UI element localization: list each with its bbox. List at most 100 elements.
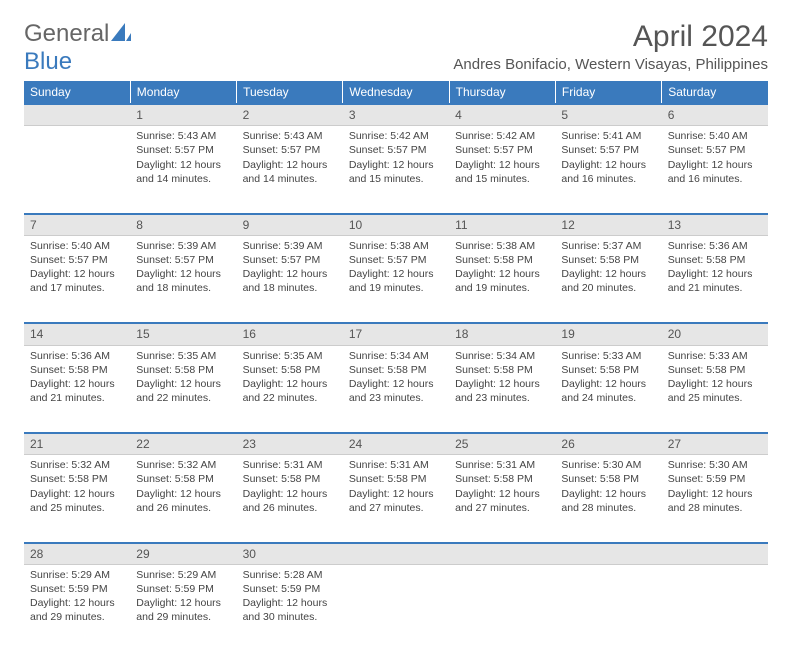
- day-number-cell: 10: [343, 214, 449, 236]
- daylight-text: Daylight: 12 hours and 18 minutes.: [136, 267, 230, 295]
- sunrise-text: Sunrise: 5:31 AM: [349, 458, 443, 472]
- day-content-cell: Sunrise: 5:34 AMSunset: 5:58 PMDaylight:…: [343, 345, 449, 433]
- sunrise-text: Sunrise: 5:41 AM: [561, 129, 655, 143]
- daylight-text: Daylight: 12 hours and 18 minutes.: [243, 267, 337, 295]
- sunrise-text: Sunrise: 5:32 AM: [30, 458, 124, 472]
- sunrise-text: Sunrise: 5:42 AM: [349, 129, 443, 143]
- day-content-cell: Sunrise: 5:35 AMSunset: 5:58 PMDaylight:…: [237, 345, 343, 433]
- day-number-cell: 1: [130, 104, 236, 126]
- daylight-text: Daylight: 12 hours and 30 minutes.: [243, 596, 337, 624]
- daylight-text: Daylight: 12 hours and 29 minutes.: [136, 596, 230, 624]
- sunrise-text: Sunrise: 5:31 AM: [455, 458, 549, 472]
- sunset-text: Sunset: 5:59 PM: [30, 582, 124, 596]
- sunset-text: Sunset: 5:57 PM: [349, 143, 443, 157]
- day-content-cell: Sunrise: 5:39 AMSunset: 5:57 PMDaylight:…: [130, 235, 236, 323]
- daylight-text: Daylight: 12 hours and 23 minutes.: [455, 377, 549, 405]
- sunset-text: Sunset: 5:58 PM: [561, 363, 655, 377]
- day-content-cell: Sunrise: 5:43 AMSunset: 5:57 PMDaylight:…: [130, 126, 236, 214]
- sunrise-text: Sunrise: 5:37 AM: [561, 239, 655, 253]
- day-number-cell: 15: [130, 323, 236, 345]
- day-content-cell: [24, 126, 130, 214]
- sunset-text: Sunset: 5:57 PM: [136, 253, 230, 267]
- day-number-cell: 21: [24, 433, 130, 455]
- sunrise-text: Sunrise: 5:38 AM: [349, 239, 443, 253]
- week-daynum-row: 123456: [24, 104, 768, 126]
- sunset-text: Sunset: 5:58 PM: [668, 253, 762, 267]
- day-number-cell: 14: [24, 323, 130, 345]
- day-content-cell: Sunrise: 5:37 AMSunset: 5:58 PMDaylight:…: [555, 235, 661, 323]
- day-number-cell: 20: [662, 323, 768, 345]
- day-number-cell: 3: [343, 104, 449, 126]
- sunset-text: Sunset: 5:59 PM: [243, 582, 337, 596]
- sunset-text: Sunset: 5:57 PM: [136, 143, 230, 157]
- daylight-text: Daylight: 12 hours and 21 minutes.: [30, 377, 124, 405]
- day-content-cell: Sunrise: 5:33 AMSunset: 5:58 PMDaylight:…: [555, 345, 661, 433]
- daylight-text: Daylight: 12 hours and 26 minutes.: [243, 487, 337, 515]
- sunset-text: Sunset: 5:57 PM: [561, 143, 655, 157]
- daylight-text: Daylight: 12 hours and 14 minutes.: [136, 158, 230, 186]
- daylight-text: Daylight: 12 hours and 27 minutes.: [349, 487, 443, 515]
- sunrise-text: Sunrise: 5:35 AM: [136, 349, 230, 363]
- day-content-cell: [449, 564, 555, 652]
- day-number-cell: 16: [237, 323, 343, 345]
- day-content-cell: [555, 564, 661, 652]
- calendar-header-row: Sunday Monday Tuesday Wednesday Thursday…: [24, 81, 768, 104]
- day-content-cell: Sunrise: 5:30 AMSunset: 5:58 PMDaylight:…: [555, 455, 661, 543]
- daylight-text: Daylight: 12 hours and 23 minutes.: [349, 377, 443, 405]
- day-content-cell: Sunrise: 5:31 AMSunset: 5:58 PMDaylight:…: [237, 455, 343, 543]
- day-number-cell: [343, 543, 449, 565]
- dayheader-sat: Saturday: [662, 81, 768, 104]
- day-number-cell: 22: [130, 433, 236, 455]
- day-number-cell: 27: [662, 433, 768, 455]
- day-number-cell: 8: [130, 214, 236, 236]
- dayheader-thu: Thursday: [449, 81, 555, 104]
- sunrise-text: Sunrise: 5:32 AM: [136, 458, 230, 472]
- day-number-cell: 7: [24, 214, 130, 236]
- sunrise-text: Sunrise: 5:39 AM: [243, 239, 337, 253]
- dayheader-sun: Sunday: [24, 81, 130, 104]
- sunset-text: Sunset: 5:58 PM: [136, 363, 230, 377]
- sunset-text: Sunset: 5:57 PM: [349, 253, 443, 267]
- sunset-text: Sunset: 5:58 PM: [455, 472, 549, 486]
- day-content-cell: Sunrise: 5:40 AMSunset: 5:57 PMDaylight:…: [24, 235, 130, 323]
- day-content-cell: Sunrise: 5:36 AMSunset: 5:58 PMDaylight:…: [24, 345, 130, 433]
- day-number-cell: 29: [130, 543, 236, 565]
- day-content-cell: Sunrise: 5:29 AMSunset: 5:59 PMDaylight:…: [130, 564, 236, 652]
- week-daynum-row: 282930: [24, 543, 768, 565]
- week-daynum-row: 14151617181920: [24, 323, 768, 345]
- daylight-text: Daylight: 12 hours and 22 minutes.: [136, 377, 230, 405]
- sunset-text: Sunset: 5:57 PM: [455, 143, 549, 157]
- sunrise-text: Sunrise: 5:43 AM: [243, 129, 337, 143]
- logo-text-blue: Blue: [24, 48, 72, 75]
- sunrise-text: Sunrise: 5:43 AM: [136, 129, 230, 143]
- daylight-text: Daylight: 12 hours and 28 minutes.: [561, 487, 655, 515]
- day-number-cell: 28: [24, 543, 130, 565]
- sunset-text: Sunset: 5:58 PM: [561, 472, 655, 486]
- day-number-cell: 30: [237, 543, 343, 565]
- sunrise-text: Sunrise: 5:36 AM: [30, 349, 124, 363]
- logo: General: [24, 20, 131, 48]
- sunrise-text: Sunrise: 5:39 AM: [136, 239, 230, 253]
- sunset-text: Sunset: 5:58 PM: [561, 253, 655, 267]
- day-number-cell: 17: [343, 323, 449, 345]
- sunset-text: Sunset: 5:58 PM: [349, 363, 443, 377]
- day-content-cell: [343, 564, 449, 652]
- daylight-text: Daylight: 12 hours and 28 minutes.: [668, 487, 762, 515]
- sunset-text: Sunset: 5:59 PM: [668, 472, 762, 486]
- day-number-cell: 5: [555, 104, 661, 126]
- sunrise-text: Sunrise: 5:34 AM: [349, 349, 443, 363]
- day-content-cell: Sunrise: 5:34 AMSunset: 5:58 PMDaylight:…: [449, 345, 555, 433]
- week-content-row: Sunrise: 5:32 AMSunset: 5:58 PMDaylight:…: [24, 455, 768, 543]
- daylight-text: Daylight: 12 hours and 27 minutes.: [455, 487, 549, 515]
- sunset-text: Sunset: 5:57 PM: [30, 253, 124, 267]
- daylight-text: Daylight: 12 hours and 25 minutes.: [668, 377, 762, 405]
- sunset-text: Sunset: 5:57 PM: [243, 253, 337, 267]
- logo-text-general: General: [24, 20, 109, 48]
- logo-sail-icon: [111, 20, 131, 48]
- daylight-text: Daylight: 12 hours and 25 minutes.: [30, 487, 124, 515]
- day-content-cell: Sunrise: 5:31 AMSunset: 5:58 PMDaylight:…: [343, 455, 449, 543]
- day-content-cell: Sunrise: 5:32 AMSunset: 5:58 PMDaylight:…: [130, 455, 236, 543]
- day-number-cell: 23: [237, 433, 343, 455]
- header: General April 2024 Andres Bonifacio, Wes…: [24, 20, 768, 73]
- day-content-cell: Sunrise: 5:40 AMSunset: 5:57 PMDaylight:…: [662, 126, 768, 214]
